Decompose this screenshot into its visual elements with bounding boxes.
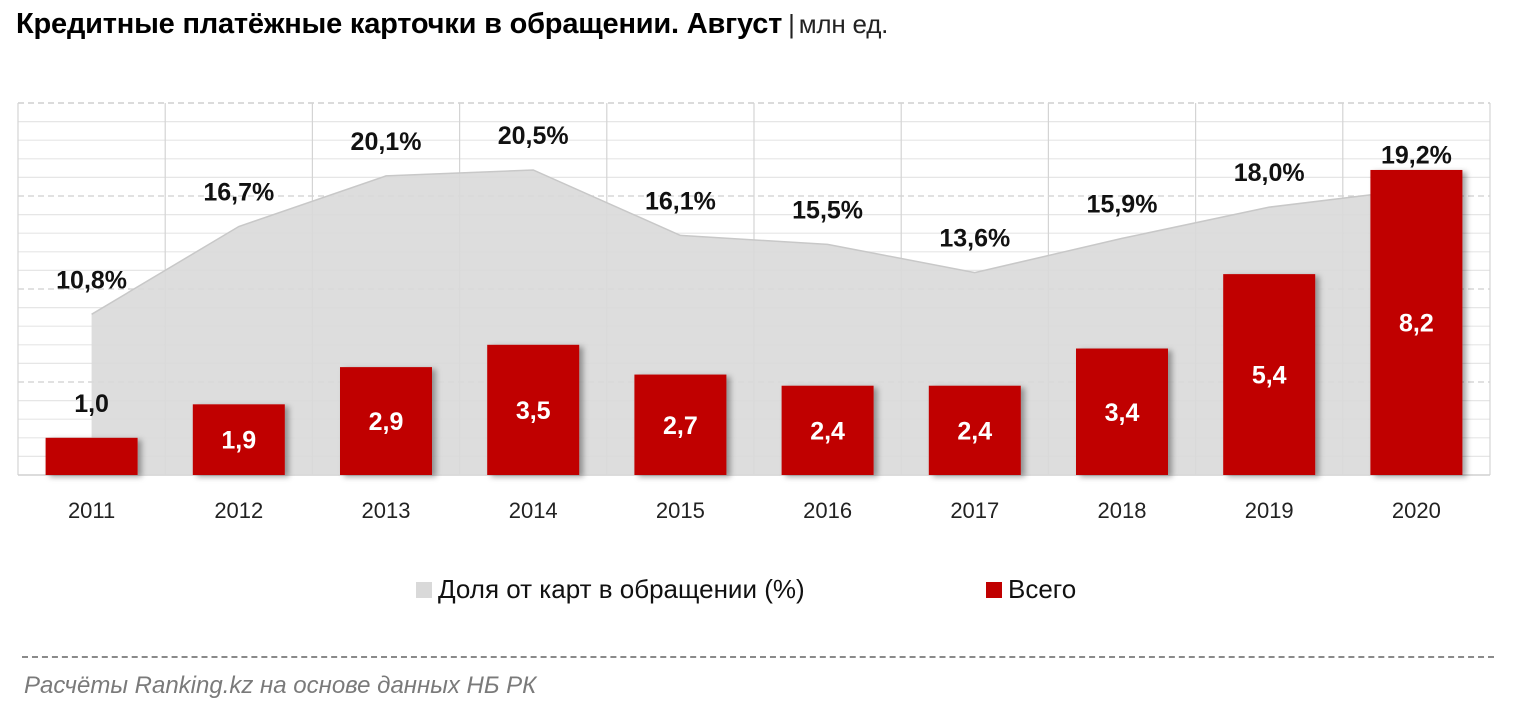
- share-value-label: 19,2%: [1381, 141, 1452, 169]
- share-value-label: 16,7%: [203, 179, 274, 207]
- bar-value-label: 5,4: [1252, 362, 1287, 390]
- chart-plot: 1,0 1,9 2,9 3,5 2,7 2,4 2,4 3,4 5,4 8,2 10,8% 16,7%…: [17, 102, 1491, 523]
- legend-label-total: Всего: [1008, 574, 1077, 604]
- footer-divider: [22, 656, 1494, 658]
- bar-2011: [45, 437, 138, 475]
- share-value-label: 15,9%: [1087, 190, 1158, 218]
- bar-2015: [634, 374, 727, 475]
- x-tick-label: 2012: [214, 498, 263, 523]
- bar-2012: [192, 404, 285, 475]
- bar-2014: [487, 344, 580, 475]
- bar-value-label: 3,5: [516, 397, 551, 425]
- share-value-label: 20,5%: [498, 122, 569, 150]
- legend-swatch-share: [416, 581, 432, 598]
- share-value-label: 15,5%: [792, 196, 863, 224]
- bar-2019: [1223, 274, 1316, 475]
- bar-value-label: 2,4: [957, 417, 992, 445]
- x-tick-label: 2014: [509, 498, 558, 523]
- bar-2017: [928, 385, 1021, 475]
- bar-2013: [340, 367, 432, 475]
- legend-label-share: Доля от карт в обращении (%): [438, 574, 805, 604]
- bar-value-label: 3,4: [1105, 399, 1140, 427]
- x-tick-label: 2011: [68, 498, 115, 523]
- x-tick-label: 2018: [1098, 498, 1147, 523]
- x-tick-label: 2015: [656, 498, 705, 523]
- x-tick-label: 2013: [362, 498, 411, 523]
- share-value-label: 20,1%: [351, 128, 422, 156]
- share-value-label: 13,6%: [939, 225, 1010, 253]
- bar-value-label: 2,9: [369, 408, 404, 436]
- source-note: Расчёты Ranking.kz на основе данных НБ Р…: [24, 672, 537, 699]
- title-separator: |: [788, 9, 795, 39]
- chart-title: Кредитные платёжные карточки в обращении…: [16, 8, 888, 41]
- legend: Доля от карт в обращении (%) Всего: [0, 574, 1515, 610]
- legend-swatch-total: [986, 581, 1002, 598]
- share-value-label: 10,8%: [56, 266, 127, 294]
- bar-value-label: 1,9: [221, 427, 256, 455]
- bar-2016: [781, 385, 874, 475]
- chart-title-main: Кредитные платёжные карточки в обращении…: [16, 8, 783, 40]
- x-tick-label: 2020: [1392, 498, 1441, 523]
- share-value-label: 16,1%: [645, 187, 716, 215]
- bar-value-label: 1,0: [74, 390, 109, 418]
- x-tick-label: 2017: [950, 498, 999, 523]
- bar-value-label: 8,2: [1399, 309, 1434, 337]
- share-value-label: 18,0%: [1234, 159, 1305, 187]
- bar-value-label: 2,4: [810, 417, 845, 445]
- x-tick-label: 2019: [1245, 498, 1294, 523]
- share-area-edge: [91, 169, 1417, 315]
- legend-item-total: Всего: [986, 574, 1076, 605]
- x-tick-label: 2016: [803, 498, 852, 523]
- chart-units: млн ед.: [798, 9, 889, 39]
- legend-item-share: Доля от карт в обращении (%): [416, 574, 805, 605]
- bar-2018: [1076, 348, 1168, 475]
- bar-value-label: 2,7: [663, 412, 698, 440]
- bar-2020: [1370, 169, 1463, 475]
